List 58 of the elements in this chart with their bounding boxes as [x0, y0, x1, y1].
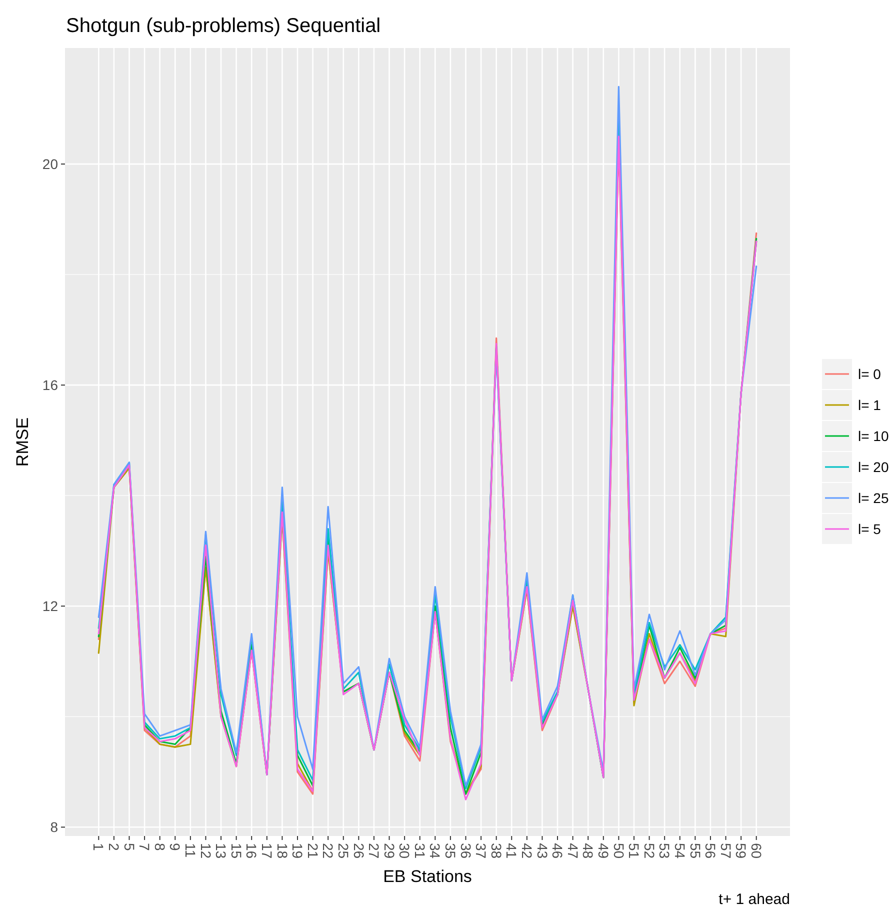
x-tick-label: 59	[733, 843, 750, 859]
x-tick-label: 31	[412, 843, 428, 859]
x-tick-label: 27	[366, 843, 382, 859]
y-tick-label: 16	[42, 376, 58, 393]
x-tick-label: 2	[106, 843, 122, 851]
x-tick-label: 57	[718, 843, 734, 859]
legend-label: l= 10	[858, 428, 889, 444]
legend-label: l= 5	[858, 520, 882, 537]
x-tick-label: 51	[626, 843, 642, 859]
x-tick-label: 52	[641, 843, 658, 859]
x-tick-label: 8	[152, 843, 168, 851]
x-tick-label: 34	[427, 843, 444, 859]
x-tick-label: 16	[244, 843, 260, 859]
legend-label: l= 25	[858, 490, 889, 506]
x-tick-label: 15	[228, 843, 244, 859]
y-tick-label: 8	[50, 819, 58, 836]
x-tick-label: 5	[121, 843, 138, 851]
x-tick-label: 42	[519, 843, 536, 859]
x-tick-label: 21	[304, 843, 321, 859]
x-tick-label: 29	[381, 843, 398, 859]
x-tick-label: 60	[748, 843, 764, 859]
x-tick-label: 11	[182, 843, 199, 858]
y-tick-label: 20	[42, 156, 58, 172]
x-tick-label: 19	[290, 843, 306, 859]
x-tick-label: 50	[610, 843, 627, 859]
x-tick-label: 56	[702, 843, 719, 859]
x-tick-label: 38	[488, 843, 504, 859]
x-tick-label: 17	[259, 843, 275, 859]
x-tick-label: 48	[580, 843, 596, 859]
x-tick-label: 18	[274, 843, 290, 859]
x-tick-label: 43	[534, 843, 550, 859]
x-tick-label: 22	[320, 843, 336, 859]
x-tick-label: 36	[458, 843, 474, 859]
x-tick-label: 37	[473, 843, 490, 859]
x-tick-label: 49	[595, 843, 612, 859]
legend-label: l= 20	[858, 458, 889, 475]
x-tick-label: 25	[335, 843, 352, 859]
x-tick-label: 12	[198, 843, 214, 859]
y-tick-label: 12	[42, 598, 58, 614]
x-tick-label: 47	[564, 843, 581, 859]
legend-label: l= 0	[858, 366, 882, 382]
x-tick-label: 7	[136, 843, 153, 851]
x-tick-label: 53	[656, 843, 673, 859]
legend-label: l= 1	[858, 396, 882, 413]
x-tick-label: 26	[350, 843, 367, 859]
x-tick-label: 54	[672, 843, 688, 859]
x-tick-label: 13	[213, 843, 230, 859]
x-tick-label: 46	[550, 843, 566, 859]
x-tick-label: 9	[167, 843, 184, 851]
x-tick-label: 1	[90, 843, 107, 851]
x-tick-label: 35	[442, 843, 459, 859]
y-axis-title: RMSE	[13, 417, 32, 467]
chart-title: Shotgun (sub-problems) Sequential	[66, 15, 381, 37]
x-tick-label: 41	[504, 843, 520, 859]
x-axis-title: EB Stations	[383, 867, 472, 886]
text: t+ 1 ahead	[718, 891, 790, 908]
x-tick-label: 55	[687, 843, 704, 859]
x-tick-label: 30	[396, 843, 413, 859]
